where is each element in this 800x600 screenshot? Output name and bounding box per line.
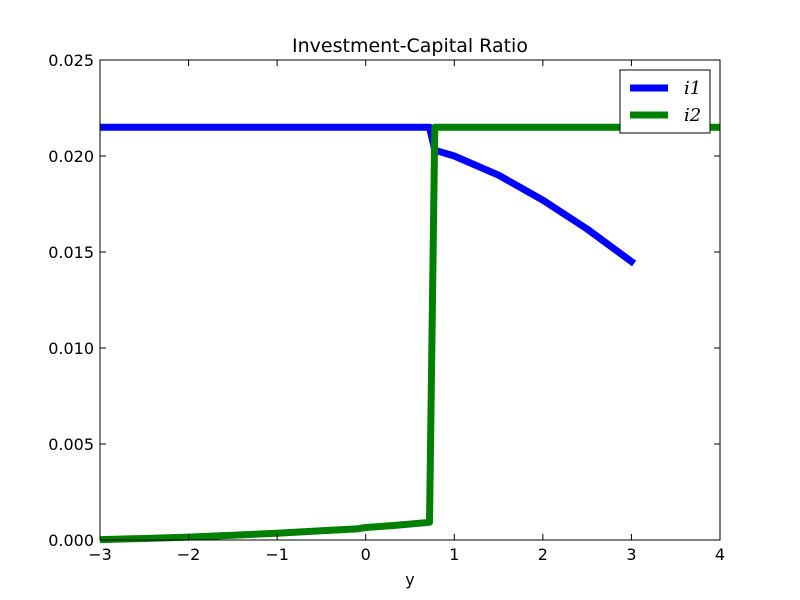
x-tick-label: −2 — [177, 545, 201, 564]
legend-label-i1: i1 — [684, 78, 701, 99]
axis-tick-labels: −3 −2 −1 0 1 2 3 4 0.000 0.005 0.010 0.015 0.020 0.02… — [48, 51, 725, 564]
plot-frame — [99, 59, 721, 541]
x-tick-label: 3 — [626, 545, 636, 564]
x-tick-label: −1 — [265, 545, 289, 564]
legend-box — [619, 69, 711, 134]
x-axis-label: y — [405, 570, 414, 589]
x-tick-label: 0 — [361, 545, 371, 564]
y-tick-label: 0.010 — [48, 339, 94, 358]
series-line-i2 — [99, 123, 720, 544]
x-tick-label: −3 — [88, 545, 112, 564]
x-tick-label: 4 — [715, 545, 725, 564]
x-tick-label: 1 — [449, 545, 459, 564]
y-tick-label: 0.000 — [48, 531, 94, 550]
y-tick-label: 0.020 — [48, 147, 94, 166]
y-tick-label: 0.015 — [48, 243, 94, 262]
legend-label-i2: i2 — [684, 105, 701, 126]
series-line-i1 — [100, 123, 637, 267]
y-tick-label: 0.005 — [48, 435, 94, 454]
y-tick-label: 0.025 — [48, 51, 94, 70]
axis-ticks — [99, 59, 721, 541]
x-tick-label: 2 — [538, 545, 548, 564]
plot-lines — [99, 123, 720, 544]
chart-title: Investment-Capital Ratio — [292, 35, 528, 57]
